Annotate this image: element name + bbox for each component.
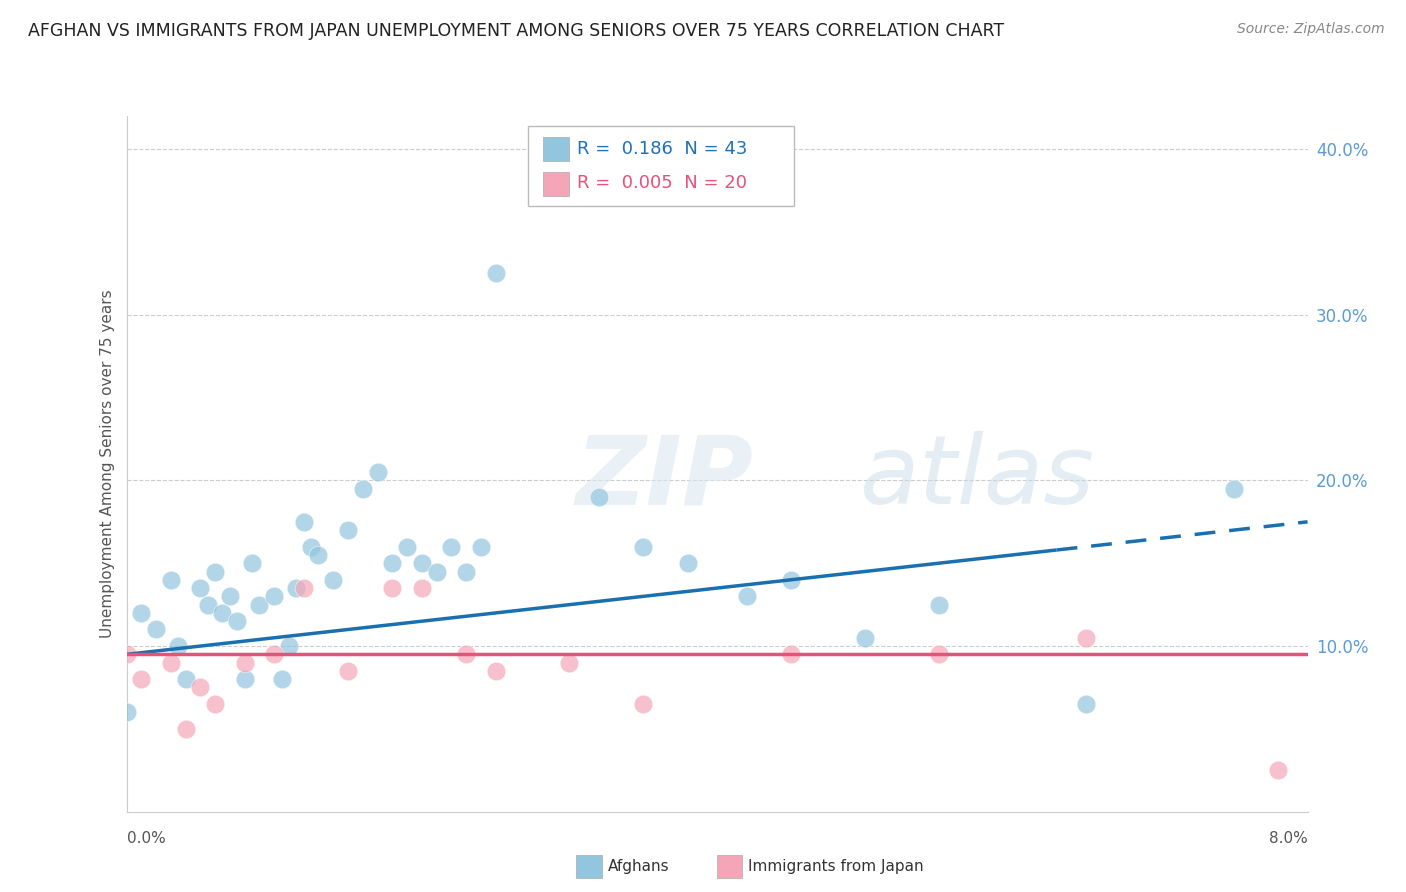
Point — [1222, 482, 1246, 496]
Text: AFGHAN VS IMMIGRANTS FROM JAPAN UNEMPLOYMENT AMONG SENIORS OVER 75 YEARS CORRELA: AFGHAN VS IMMIGRANTS FROM JAPAN UNEMPLOY… — [28, 22, 1004, 40]
FancyBboxPatch shape — [544, 136, 569, 161]
Point — [381, 556, 404, 570]
Point — [174, 672, 197, 686]
Point — [411, 581, 433, 595]
Point — [1076, 697, 1098, 711]
Point — [145, 623, 167, 637]
Point — [159, 573, 183, 587]
Point — [411, 556, 433, 570]
Point — [292, 515, 315, 529]
Point — [484, 664, 508, 678]
Point — [211, 606, 233, 620]
Point — [240, 556, 263, 570]
Text: Immigrants from Japan: Immigrants from Japan — [748, 859, 924, 873]
Point — [204, 697, 226, 711]
Point — [226, 614, 249, 628]
Point — [188, 581, 211, 595]
Text: R =  0.186  N = 43: R = 0.186 N = 43 — [576, 140, 747, 159]
Point — [129, 606, 153, 620]
Text: ZIP: ZIP — [575, 431, 754, 524]
Point — [115, 706, 138, 720]
Text: 0.0%: 0.0% — [127, 831, 166, 846]
Point — [204, 565, 226, 579]
Point — [337, 664, 360, 678]
Point — [322, 573, 344, 587]
Point — [928, 648, 950, 662]
Point — [263, 590, 285, 604]
Point — [270, 672, 292, 686]
Point — [292, 581, 315, 595]
Point — [454, 648, 477, 662]
Point — [233, 672, 256, 686]
Point — [735, 590, 758, 604]
Point — [337, 523, 360, 537]
FancyBboxPatch shape — [544, 171, 569, 196]
Point — [188, 681, 211, 695]
Point — [129, 672, 153, 686]
Point — [631, 697, 654, 711]
Point — [484, 266, 508, 280]
Point — [159, 656, 183, 670]
Point — [366, 465, 388, 479]
Point — [278, 639, 301, 653]
Text: Source: ZipAtlas.com: Source: ZipAtlas.com — [1237, 22, 1385, 37]
Point — [558, 656, 581, 670]
Point — [167, 639, 190, 653]
Text: R =  0.005  N = 20: R = 0.005 N = 20 — [576, 175, 747, 193]
Point — [396, 540, 419, 554]
Point — [779, 648, 801, 662]
Point — [174, 722, 197, 736]
Point — [440, 540, 463, 554]
Point — [470, 540, 492, 554]
Point — [285, 581, 308, 595]
Y-axis label: Unemployment Among Seniors over 75 years: Unemployment Among Seniors over 75 years — [100, 290, 115, 638]
Point — [247, 598, 270, 612]
Point — [352, 482, 374, 496]
Point — [853, 631, 876, 645]
Point — [233, 656, 256, 670]
Point — [299, 540, 322, 554]
Point — [454, 565, 477, 579]
Point — [1076, 631, 1098, 645]
Point — [779, 573, 801, 587]
Text: atlas: atlas — [859, 431, 1094, 524]
Point — [676, 556, 699, 570]
Point — [307, 548, 329, 562]
Text: 8.0%: 8.0% — [1268, 831, 1308, 846]
Point — [588, 490, 610, 504]
Text: Afghans: Afghans — [607, 859, 669, 873]
Point — [218, 590, 242, 604]
FancyBboxPatch shape — [529, 127, 794, 206]
Point — [1267, 764, 1289, 778]
Point — [263, 648, 285, 662]
Point — [425, 565, 447, 579]
Point — [381, 581, 404, 595]
Point — [197, 598, 219, 612]
Point — [928, 598, 950, 612]
Point — [115, 648, 138, 662]
Point — [631, 540, 654, 554]
